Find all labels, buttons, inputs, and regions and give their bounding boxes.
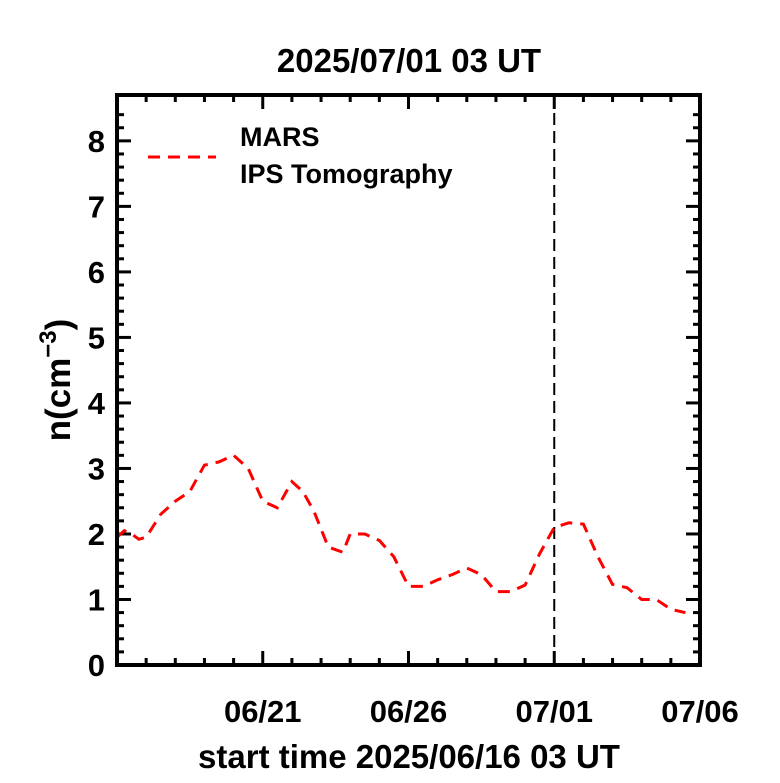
x-tick-label: 06/21 [224, 694, 302, 729]
y-tick-label: 0 [88, 648, 105, 683]
y-axis-exponent: −3 [35, 330, 62, 357]
legend-label-line1: MARS [240, 122, 320, 152]
x-tick-label: 07/01 [515, 694, 593, 729]
y-tick-label: 8 [88, 124, 105, 159]
y-tick-label: 3 [88, 451, 105, 486]
y-tick-label: 6 [88, 255, 105, 290]
x-tick-labels: 06/21 06/26 07/01 07/06 [224, 694, 739, 729]
x-tick-label: 07/06 [661, 694, 739, 729]
legend: MARS IPS Tomography [148, 122, 453, 189]
y-axis-symbol: n [39, 420, 78, 441]
y-tick-label: 1 [88, 582, 105, 617]
y-tick-label: 2 [88, 517, 105, 552]
y-tick-label: 7 [88, 189, 105, 224]
density-series-line [116, 453, 686, 615]
plot-frame [115, 93, 702, 667]
chart-title: 2025/07/01 03 UT [277, 42, 541, 79]
legend-label-line2: IPS Tomography [240, 159, 453, 189]
y-tick-labels: 0 1 2 3 4 5 6 7 8 [88, 124, 106, 683]
y-tick-label: 5 [88, 320, 105, 355]
y-tick-label: 4 [88, 386, 106, 421]
x-tick-label: 06/26 [370, 694, 448, 729]
x-axis-label: start time 2025/06/16 03 UT [198, 738, 620, 775]
y-axis-label: n(cm−3) [35, 319, 78, 442]
y-axis-unit: cm [39, 358, 78, 409]
